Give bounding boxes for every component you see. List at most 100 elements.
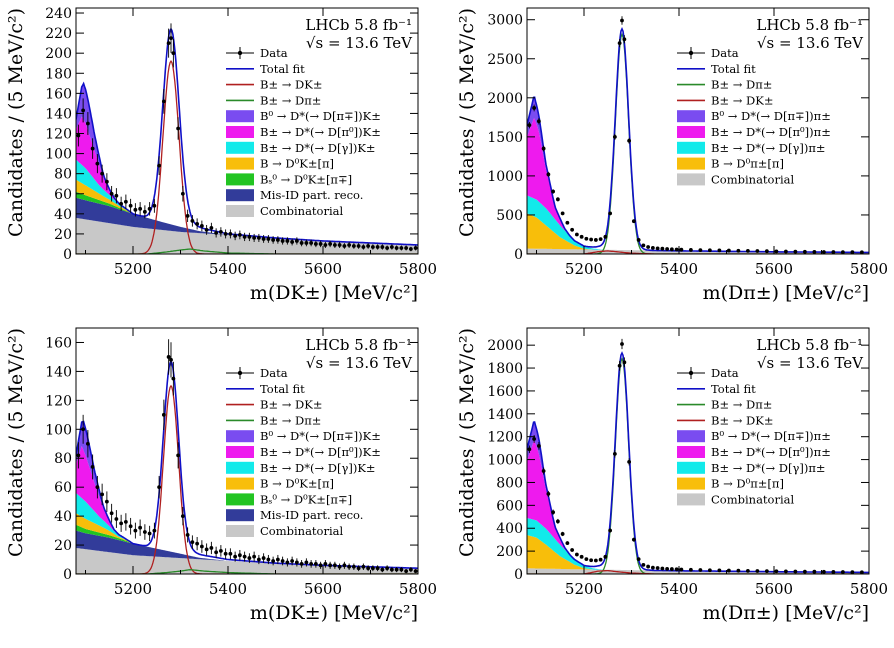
legend-label: Bₛ⁰ → D⁰K±[π∓] (260, 172, 352, 186)
y-tick-label: 1000 (487, 453, 523, 469)
x-tick-label: 5800 (850, 580, 888, 598)
legend-marker (688, 370, 694, 376)
lhcb-annotation: LHCb 5.8 fb⁻¹ (756, 16, 863, 34)
data-point (850, 250, 855, 254)
data-point (527, 123, 532, 128)
data-point (541, 146, 546, 151)
data-point (109, 511, 114, 516)
legend-label: Mis-ID part. reco. (260, 188, 363, 202)
data-point (104, 179, 109, 184)
data-point (674, 567, 679, 572)
legend-label: Total fit (260, 62, 305, 76)
y-tick-label: 400 (496, 521, 523, 537)
data-point (133, 207, 138, 212)
data-point (774, 249, 779, 254)
legend-label: Data (711, 46, 739, 60)
data-point (589, 237, 594, 242)
data-point (294, 239, 299, 243)
data-point (138, 525, 143, 530)
data-point (620, 18, 624, 23)
data-point (318, 242, 323, 246)
x-tick-label: 5600 (755, 260, 793, 278)
legend-label: Data (260, 366, 288, 380)
data-point (223, 232, 228, 236)
data-point (332, 243, 337, 247)
data-point (726, 568, 731, 573)
y-tick-label: 20 (54, 538, 72, 554)
data-point (123, 199, 128, 204)
data-point (351, 244, 356, 248)
data-point (366, 566, 371, 571)
y-tick-label: 120 (45, 127, 72, 143)
data-point (147, 531, 152, 536)
data-point (385, 566, 390, 571)
plot-area (76, 339, 418, 574)
fill-misid (76, 530, 418, 569)
x-tick-label: 5400 (209, 260, 247, 278)
data-point (169, 36, 173, 41)
legend-label: Bₛ⁰ → D⁰K±[π∓] (260, 492, 352, 506)
data-point (109, 191, 114, 196)
data-point (688, 567, 693, 572)
y-tick-label: 2000 (487, 91, 523, 107)
data-point (204, 547, 209, 552)
total-fit-line (527, 351, 869, 574)
data-points (76, 339, 418, 574)
data-point (252, 236, 257, 240)
x-axis-label: m(Dπ±) [MeV/c²] (703, 602, 869, 624)
data-point (228, 551, 233, 556)
legend-label: Data (260, 46, 288, 60)
legend-label: Combinatorial (260, 204, 344, 218)
data-point (195, 541, 200, 546)
data-point (290, 559, 295, 563)
legend-label: B± → D*(→ D[γ])π± (711, 461, 826, 475)
legend-swatch (226, 525, 254, 537)
data-point (318, 563, 323, 568)
data-point (755, 569, 760, 573)
data-point (560, 532, 565, 536)
data-point (408, 247, 413, 251)
fill-gamma (527, 517, 869, 573)
data-point (717, 248, 722, 253)
legend-swatch (226, 110, 254, 123)
data-point (337, 243, 342, 247)
legend-label: B → D⁰K±[π] (260, 157, 334, 171)
data-point (783, 569, 788, 574)
fill-comb (76, 548, 418, 574)
data-point (755, 249, 760, 253)
legend-label: Combinatorial (260, 524, 344, 538)
data-point (802, 249, 807, 254)
lhcb-annotation: LHCb 5.8 fb⁻¹ (305, 16, 412, 34)
data-point (228, 232, 233, 236)
data-point (256, 557, 261, 562)
data-point (285, 560, 290, 565)
legend-swatch (226, 205, 254, 217)
data-point (570, 548, 575, 552)
legend-label: B± → Dπ± (260, 413, 321, 427)
data-point (309, 561, 314, 566)
data-point (660, 566, 665, 571)
data-point (655, 566, 660, 570)
data-point (584, 236, 589, 241)
data-point (351, 564, 356, 569)
data-point (698, 568, 703, 572)
legend-swatch (677, 141, 705, 154)
data-point (404, 246, 409, 250)
data-point (218, 548, 223, 553)
data-point (707, 568, 712, 573)
data-point (707, 248, 712, 253)
data-point (579, 554, 584, 559)
data-point (247, 556, 252, 560)
energy-annotation: √s = 13.6 TeV (757, 354, 864, 372)
legend-swatch (226, 141, 254, 154)
data-point (328, 242, 333, 246)
y-tick-label: 80 (54, 167, 72, 183)
y-tick-label: 200 (45, 46, 72, 62)
data-point (261, 556, 266, 560)
y-tick-label: 60 (54, 187, 72, 203)
data-point (95, 161, 100, 166)
data-point (176, 126, 181, 131)
data-point (166, 41, 171, 46)
x-tick-label: 5400 (660, 580, 698, 598)
